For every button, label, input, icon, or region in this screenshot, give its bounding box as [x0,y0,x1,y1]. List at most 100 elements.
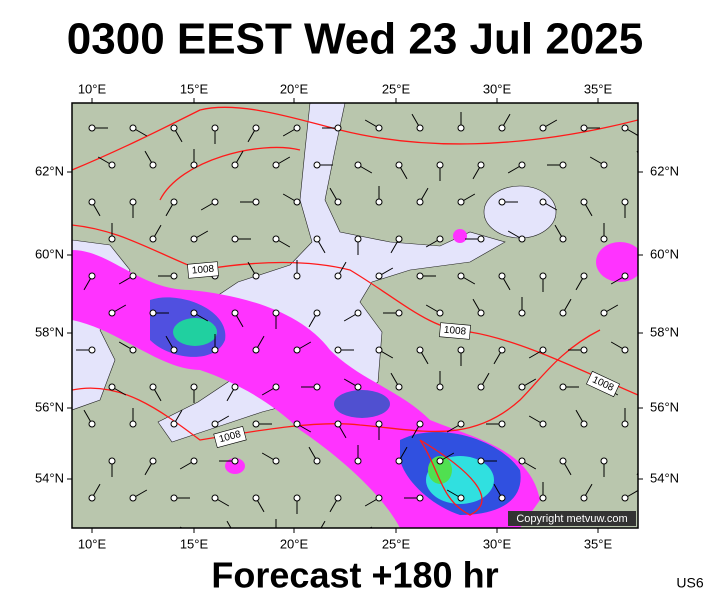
station [477,161,485,169]
station [129,346,137,354]
station [273,532,279,538]
station [170,198,178,206]
station [580,272,588,280]
station [539,124,547,132]
station [642,310,648,316]
station [580,420,588,428]
station [580,346,588,354]
lon-label-bottom: 10°E [78,536,107,551]
station [559,161,567,169]
station [334,272,342,280]
station [231,309,239,317]
station [375,124,383,132]
lat-label-left: 62°N [35,163,64,178]
station [313,161,321,169]
station [272,457,280,465]
station [232,532,238,538]
station [313,383,321,391]
lat-label-left: 56°N [35,399,64,414]
lat-label-right: 62°N [650,163,679,178]
station [334,124,342,132]
map-area: 1008 1008 1008 1008 Copyright metvuw.com [72,103,648,538]
station [149,309,157,317]
axes: 10°E 10°E 15°E 15°E 20°E 20°E 25°E 25°E 30°E 30°E… [35,81,679,551]
station [293,272,301,280]
station [354,309,362,317]
station [129,124,137,132]
lat-label-right: 58°N [650,324,679,339]
station [108,383,116,391]
station [108,457,116,465]
station [88,198,96,206]
station [211,198,219,206]
isobar-label-box [586,370,620,398]
station [621,494,629,502]
station [559,235,567,243]
station [334,494,342,502]
station [457,494,465,502]
station [395,161,403,169]
station [190,309,198,317]
station [314,532,320,538]
station [190,235,198,243]
station [88,272,96,280]
station [231,383,239,391]
station [108,161,116,169]
station [252,494,260,502]
lat-label-left: 54°N [35,470,64,485]
station [642,384,648,390]
station [580,124,588,132]
station [600,309,608,317]
station [642,162,648,168]
station [293,494,301,502]
station [436,235,444,243]
station [621,420,629,428]
station [375,346,383,354]
station [559,457,567,465]
station [108,235,116,243]
lat-label-right: 60°N [650,246,679,261]
station [498,494,506,502]
station [88,494,96,502]
station [293,124,301,132]
lat-label-left: 60°N [35,246,64,261]
station [313,457,321,465]
lon-label-top: 35°E [584,81,613,96]
isobar-label: 1008 [213,425,247,449]
station [170,124,178,132]
station [272,383,280,391]
station [190,383,198,391]
station [436,161,444,169]
station [437,532,443,538]
station [211,420,219,428]
station [252,346,260,354]
isobar-label: 1008 [187,261,219,279]
station [539,494,547,502]
station [170,346,178,354]
lon-label-bottom: 15°E [180,536,209,551]
lon-label-top: 20°E [280,81,309,96]
station [519,532,525,538]
station [559,309,567,317]
station [375,272,383,280]
station [354,235,362,243]
station [416,198,424,206]
station [518,235,526,243]
station [129,272,137,280]
station [621,346,629,354]
station [252,124,260,132]
station [272,309,280,317]
station [293,420,301,428]
station [129,494,137,502]
station [129,198,137,206]
lon-label-bottom: 35°E [584,536,613,551]
lon-label-top: 10°E [78,81,107,96]
precipitation [72,229,638,528]
station [231,161,239,169]
copyright: Copyright metvuw.com [516,513,627,525]
station [88,124,96,132]
station [190,161,198,169]
station [621,198,629,206]
station [354,161,362,169]
station [252,420,260,428]
